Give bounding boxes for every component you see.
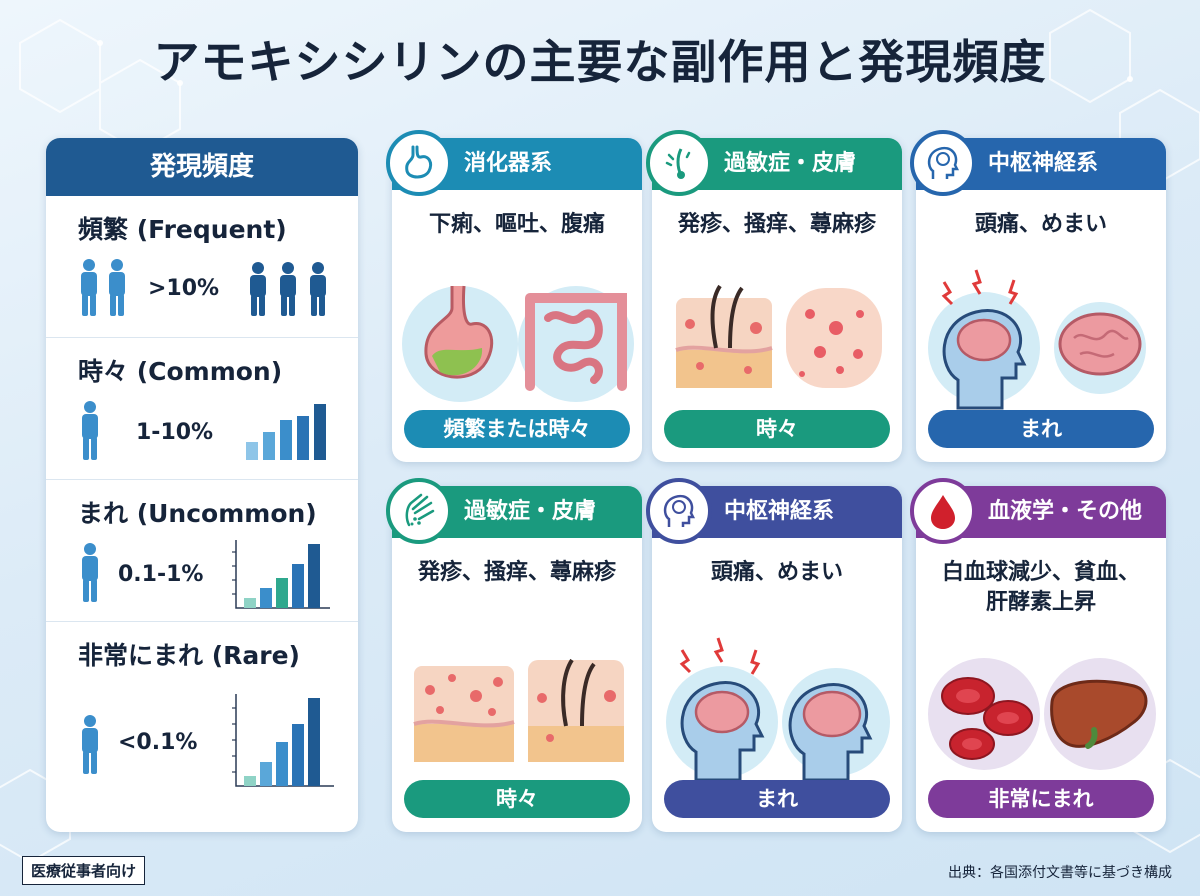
card-category: 中枢神経系 <box>988 151 1099 176</box>
audience-badge: 医療従事者向け <box>22 856 146 885</box>
card-symptoms: 下痢、嘔吐、腹痛 <box>428 212 605 237</box>
hand-rash-icon <box>386 478 452 544</box>
frequency-pill: まれ <box>928 410 1154 448</box>
frequency-panel: 発現頻度 頻繁 (Frequent) >10% 時々 (Common) 1-10… <box>46 138 358 832</box>
page-title: アモキシシリンの主要な副作用と発現頻度 <box>153 35 1047 89</box>
card-symptoms: 白血球減少、貧血、 肝酵素上昇 <box>916 558 1166 618</box>
headache-illustration <box>666 637 890 780</box>
frequency-pill: 頻繁または時々 <box>404 410 630 448</box>
blood-drop-icon <box>910 478 976 544</box>
skin-rash-illustration <box>413 658 624 762</box>
frequency-bar-chart-icon <box>232 540 330 609</box>
frequency-label: まれ (Uncommon) <box>78 499 317 528</box>
side-effect-card-cns: 中枢神経系 頭痛、めまい まれ <box>910 130 1166 462</box>
side-effect-card-digestive: 消化器系 下痢、嘔吐、腹痛 頻繁または時々 <box>386 130 642 462</box>
frequency-bar-chart-icon <box>246 404 326 460</box>
card-symptoms-line-2: 肝酵素上昇 <box>985 590 1096 615</box>
stomach-icon <box>386 130 452 196</box>
card-category: 消化器系 <box>464 151 553 176</box>
frequency-row-rare: 非常にまれ (Rare) <0.1% <box>46 622 358 832</box>
side-effect-card-cns-2: 中枢神経系 頭痛、めまい まれ <box>646 478 902 832</box>
three-people-icon <box>250 262 326 316</box>
card-symptoms: 頭痛、めまい <box>710 560 843 585</box>
frequency-row-frequent: 頻繁 (Frequent) >10% <box>46 196 358 338</box>
digestive-illustration <box>402 285 634 402</box>
head-brain-icon <box>910 130 976 196</box>
frequency-value: 0.1-1% <box>118 562 204 587</box>
card-category: 血液学・その他 <box>988 499 1143 524</box>
person-icon <box>82 715 98 774</box>
card-symptoms: 発疹、掻痒、蕁麻疹 <box>677 212 876 237</box>
frequency-pill: 非常にまれ <box>928 780 1154 818</box>
frequency-label: 時々 (Common) <box>78 357 283 386</box>
side-effect-card-skin-hand: 過敏症・皮膚 発疹、掻痒、蕁麻疹 時々 <box>386 478 642 832</box>
skin-icon <box>646 130 712 196</box>
frequency-pill: 時々 <box>404 780 630 818</box>
person-icon <box>82 543 98 602</box>
card-symptoms: 発疹、掻痒、蕁麻疹 <box>417 560 616 585</box>
card-symptoms-line-1: 白血球減少、貧血、 <box>941 560 1140 585</box>
person-icon <box>82 401 98 460</box>
blood-liver-illustration <box>928 658 1156 770</box>
frequency-pill: 時々 <box>664 410 890 448</box>
card-category: 過敏症・皮膚 <box>724 151 857 176</box>
frequency-row-common: 時々 (Common) 1-10% <box>46 338 358 480</box>
skin-rash-illustration <box>675 284 882 388</box>
side-effect-card-skin: 過敏症・皮膚 発疹、掻痒、蕁麻疹 時々 <box>646 130 902 462</box>
card-symptoms: 頭痛、めまい <box>974 212 1107 237</box>
two-people-icon <box>81 259 125 316</box>
frequency-label: 非常にまれ (Rare) <box>78 641 300 670</box>
frequency-pill: まれ <box>664 780 890 818</box>
side-effect-card-blood: 血液学・その他 白血球減少、貧血、 肝酵素上昇 非常にまれ <box>910 478 1166 832</box>
frequency-row-uncommon: まれ (Uncommon) 0.1-1% <box>46 480 358 622</box>
frequency-value: 1-10% <box>136 420 214 445</box>
headache-illustration <box>928 269 1146 410</box>
card-category: 過敏症・皮膚 <box>464 499 597 524</box>
frequency-value: <0.1% <box>118 730 198 755</box>
head-brain-icon <box>646 478 712 544</box>
frequency-bar-chart-icon <box>232 694 334 787</box>
frequency-panel-header: 発現頻度 <box>46 138 358 196</box>
frequency-value: >10% <box>148 276 220 301</box>
frequency-label: 頻繁 (Frequent) <box>78 215 287 244</box>
card-category: 中枢神経系 <box>724 499 835 524</box>
source-note: 出典：各国添付文書等に基づき構成 <box>948 865 1172 881</box>
